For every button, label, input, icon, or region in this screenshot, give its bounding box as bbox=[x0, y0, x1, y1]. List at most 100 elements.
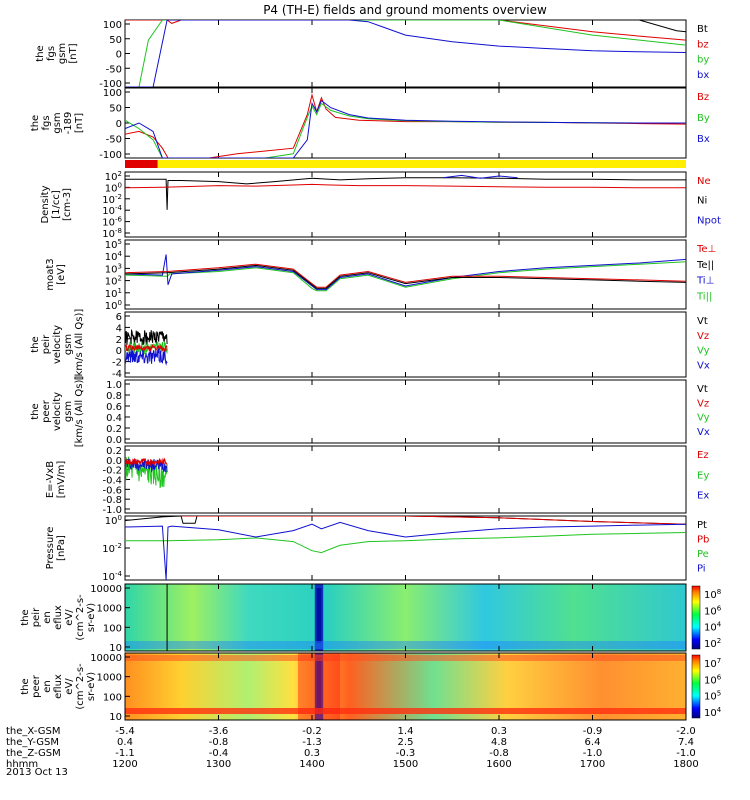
y-tick-label: 102 bbox=[105, 275, 122, 288]
y-axis-label: [km/s (All Qs)] bbox=[74, 309, 85, 381]
y-tick-label: 2 bbox=[116, 335, 122, 346]
y-axis-label: moat3 bbox=[45, 258, 56, 290]
y-tick-label: 0 bbox=[116, 50, 122, 61]
y-tick-label: 0.0 bbox=[106, 435, 122, 446]
y-tick-label: 1000 bbox=[97, 604, 122, 615]
series-line bbox=[442, 174, 518, 179]
y-axis-label: gsm bbox=[63, 334, 74, 355]
y-axis-label: gsm bbox=[52, 112, 63, 133]
y-tick-label: 100 bbox=[105, 299, 122, 312]
axis-row-value: -0.9 bbox=[583, 726, 603, 737]
panel-frame bbox=[124, 19, 687, 88]
colorbar bbox=[691, 654, 701, 719]
y-tick-label: 100 bbox=[103, 623, 122, 634]
axis-row-label: hhmm bbox=[6, 759, 38, 770]
panel-mode-bar bbox=[125, 160, 687, 168]
y-tick-label: -0.2 bbox=[102, 466, 122, 477]
axis-row-label: the_Z-GSM bbox=[6, 748, 61, 759]
axis-row-value: 1600 bbox=[486, 759, 511, 770]
axis-row-value: -0.3 bbox=[396, 748, 416, 759]
y-axis-label: -189 bbox=[63, 112, 74, 135]
axis-row-label: the_X-GSM bbox=[6, 726, 60, 737]
panel-peir-spectrogram: 108 106 104 102 10000 1000 100 10 the peir en eflux… bbox=[20, 583, 722, 654]
y-axis-label: gsm bbox=[63, 401, 74, 422]
y-tick-label: 0.6 bbox=[106, 402, 122, 413]
y-tick-label: 0 bbox=[116, 346, 122, 357]
y-tick-label: -50 bbox=[106, 135, 122, 146]
legend-entry: Vz bbox=[697, 398, 709, 409]
y-axis-label: eV/ bbox=[64, 678, 75, 695]
legend-entry: Bx bbox=[697, 134, 710, 145]
legend-entry: Bt bbox=[697, 24, 708, 35]
panel-fgs2: 100 50 0 -50 -100 the fgs gsm -189 [nT] Bz By Bx bbox=[30, 87, 710, 161]
spectrogram-field bbox=[125, 584, 686, 651]
spectrogram-column-core bbox=[316, 657, 322, 712]
y-tick-label: -100 bbox=[99, 150, 122, 161]
axis-row-value: 0.3 bbox=[304, 748, 320, 759]
spectrogram-band bbox=[125, 708, 686, 714]
colorbar-label: 107 bbox=[704, 657, 721, 670]
y-axis-label: eflux bbox=[53, 605, 64, 630]
y-tick-label: 4 bbox=[116, 323, 122, 334]
plot-title: P4 (TH-E) fields and ground moments over… bbox=[263, 3, 547, 17]
y-tick-label: 1.0 bbox=[106, 380, 122, 391]
y-tick-label: 100 bbox=[103, 692, 122, 703]
panel-pressure: 100 10-2 10-4 Pressure [nPa] Pt Pb Pe Pi bbox=[45, 514, 709, 583]
panel-frame bbox=[124, 239, 687, 310]
axis-row-value: -0.8 bbox=[489, 748, 509, 759]
legend-entry: Vz bbox=[697, 331, 709, 342]
y-tick-label: 10000 bbox=[90, 653, 122, 664]
colorbar-label: 104 bbox=[704, 706, 722, 719]
series-line bbox=[125, 20, 686, 87]
y-axis-label: (cm^2-s- bbox=[75, 663, 86, 710]
y-tick-label: 0.2 bbox=[106, 424, 122, 435]
y-tick-label: -50 bbox=[106, 64, 122, 75]
y-tick-label: 10 bbox=[109, 712, 122, 723]
axis-row-value: -3.6 bbox=[209, 726, 229, 737]
mode-bar-segment bbox=[125, 160, 158, 168]
y-axis-label: [1/cc] bbox=[51, 190, 62, 219]
legend-entry: Vy bbox=[697, 346, 710, 357]
y-tick-label: 100 bbox=[105, 181, 122, 194]
y-axis-label: [eV] bbox=[56, 264, 67, 285]
series-line bbox=[125, 99, 686, 158]
series-line bbox=[125, 457, 168, 473]
legend-entry: Te|| bbox=[696, 260, 714, 271]
y-tick-label: 10000 bbox=[90, 584, 122, 595]
y-tick-label: 1000 bbox=[97, 673, 122, 684]
y-axis-label: sr-eV) bbox=[86, 603, 97, 632]
y-tick-label: 105 bbox=[105, 238, 122, 251]
y-tick-label: 10-2 bbox=[102, 542, 122, 555]
panel-frame bbox=[124, 379, 687, 444]
series-line bbox=[125, 261, 686, 292]
y-axis-label: [nT] bbox=[74, 113, 85, 133]
legend-entry: Pe bbox=[697, 549, 709, 560]
axis-row-value: 6.4 bbox=[585, 737, 601, 748]
legend-entry: Ne bbox=[697, 176, 711, 187]
mode-bar-segment bbox=[157, 160, 687, 168]
axis-row-value: -0.8 bbox=[209, 737, 229, 748]
axis-row-value: -0.2 bbox=[302, 726, 322, 737]
y-axis-label: en bbox=[42, 680, 53, 693]
y-tick-label: 50 bbox=[109, 35, 122, 46]
panel-peer-spectrogram: 107 106 105 104 10000 1000 100 10 the peer en eflux… bbox=[20, 652, 722, 723]
axis-row-value: 0.4 bbox=[117, 737, 133, 748]
series-line bbox=[125, 521, 686, 580]
series-line bbox=[125, 93, 686, 158]
y-axis-label: velocity bbox=[52, 325, 63, 364]
y-tick-label: 101 bbox=[105, 287, 122, 300]
legend-entry: Npot bbox=[697, 215, 721, 226]
legend-entry: Vx bbox=[697, 427, 710, 438]
series-line bbox=[125, 254, 686, 291]
y-axis-label: peer bbox=[41, 399, 52, 423]
legend-entry: By bbox=[697, 113, 710, 124]
y-axis-label: sr-eV) bbox=[86, 672, 97, 701]
y-tick-label: -1.0 bbox=[102, 505, 122, 516]
legend-entry: Ti⊥ bbox=[696, 276, 714, 287]
legend-entry: Ti|| bbox=[696, 291, 712, 302]
y-tick-label: -2 bbox=[112, 358, 122, 369]
y-tick-label: 0.4 bbox=[106, 413, 122, 424]
